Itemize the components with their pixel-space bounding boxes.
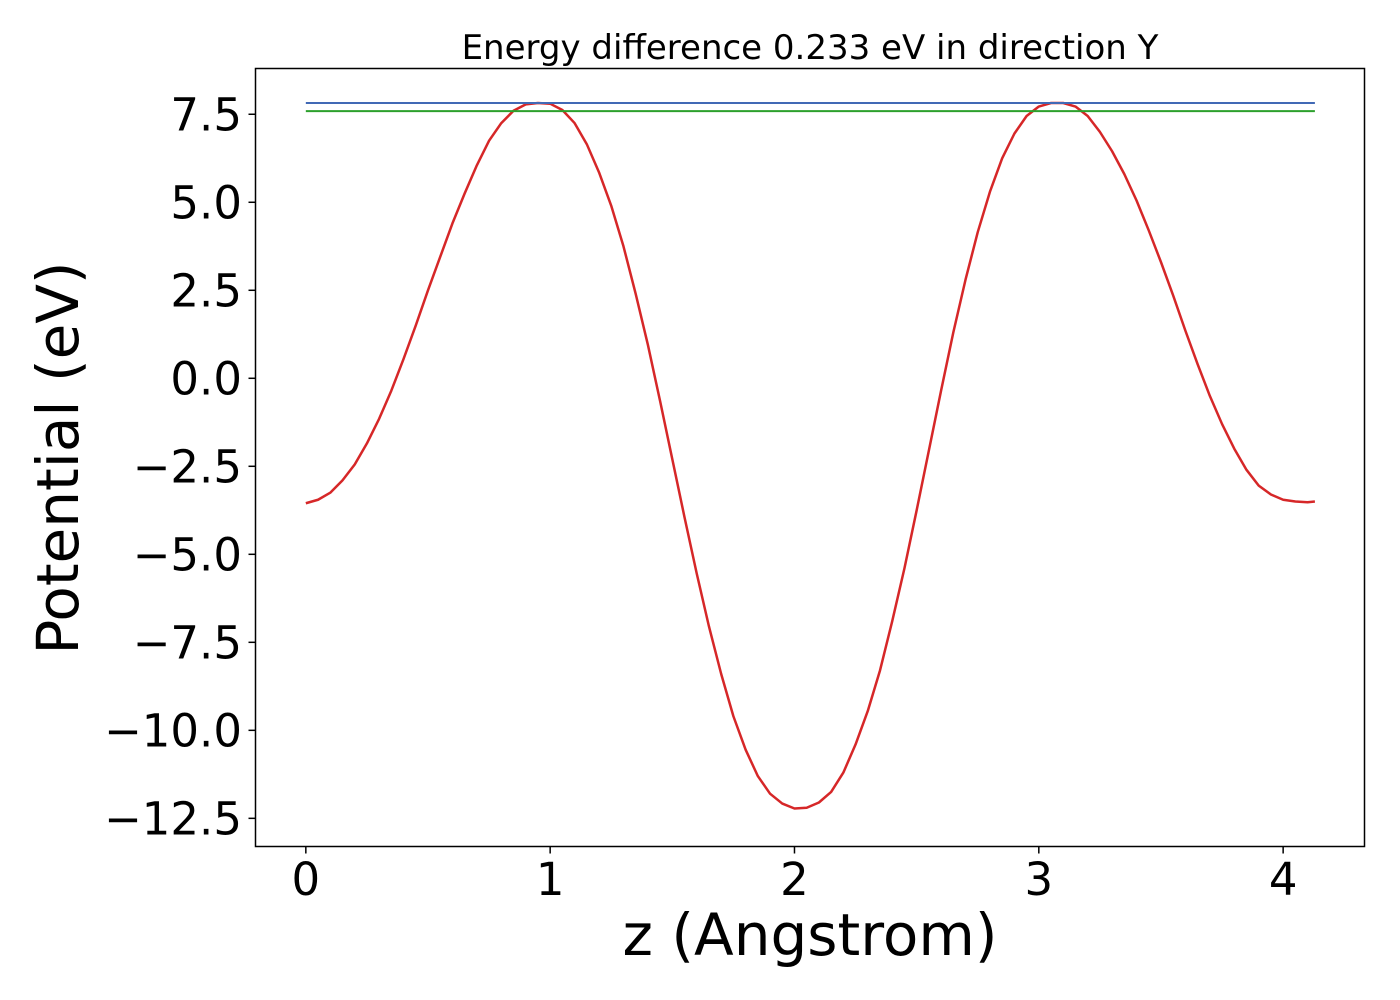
x-axis: 0 1 2 3 4 [292, 846, 1298, 906]
y-tick-label: 7.5 [170, 88, 242, 141]
y-tick-label: 5.0 [170, 176, 242, 229]
series-line-0 [305, 101, 1316, 810]
plot-frame [254, 67, 1366, 848]
x-tick-label: 1 [536, 853, 565, 906]
x-axis-label: z (Angstrom) [623, 901, 998, 969]
plot-lines [305, 101, 1316, 810]
x-tick-label: 2 [780, 853, 809, 906]
y-tick-label: −5.0 [133, 528, 242, 581]
y-tick-label: −10.0 [104, 704, 242, 757]
x-tick-label: 4 [1269, 853, 1298, 906]
y-tick-label: −2.5 [133, 440, 242, 493]
x-tick-label: 0 [292, 853, 321, 906]
y-axis-label: Potential (eV) [24, 261, 92, 654]
chart-title: Energy difference 0.233 eV in direction … [462, 28, 1159, 68]
y-axis: 7.5 5.0 2.5 0.0 −2.5 −5.0 −7.5 −10.0 −12.5 [104, 88, 256, 845]
y-tick-label: 2.5 [170, 264, 242, 317]
x-tick-label: 3 [1024, 853, 1053, 906]
y-tick-label: 0.0 [170, 352, 242, 405]
y-tick-label: −12.5 [104, 792, 242, 845]
y-tick-label: −7.5 [133, 616, 242, 669]
